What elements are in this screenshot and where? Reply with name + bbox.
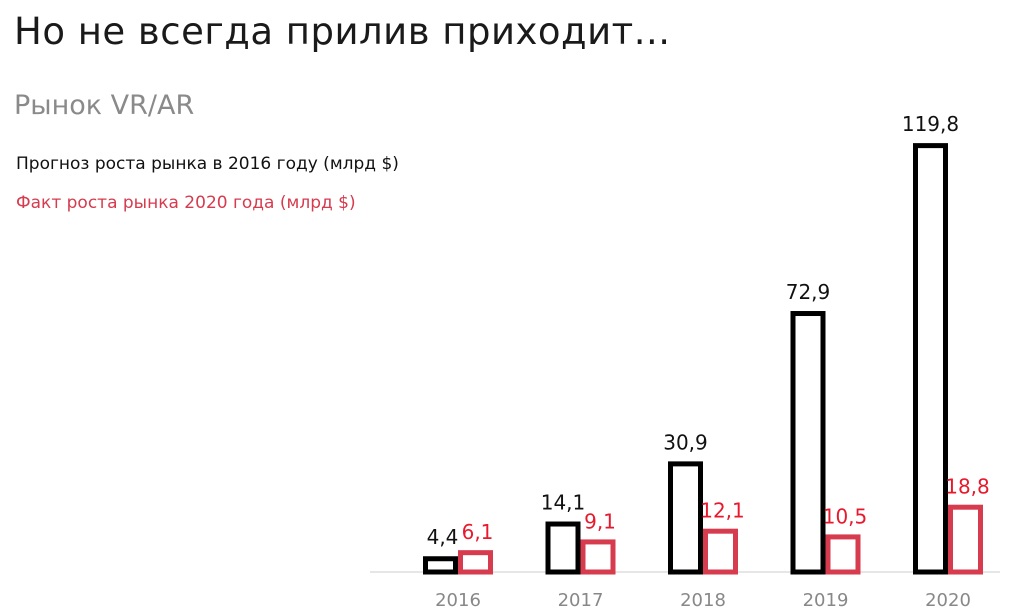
forecast-value-label: 30,9 xyxy=(663,430,708,454)
legend-actual: Факт роста рынка 2020 года (млрд $) xyxy=(16,193,356,213)
actual-label-background xyxy=(950,464,1005,503)
actual-label-background xyxy=(705,488,760,527)
actual-value-label: 10,5 xyxy=(823,504,868,528)
legend-forecast: Прогноз роста рынка в 2016 году (млрд $) xyxy=(16,154,399,174)
actual-label-background xyxy=(827,494,883,533)
actual-value-label: 12,1 xyxy=(700,499,745,523)
chart-subtitle: Рынок VR/AR xyxy=(14,90,195,121)
forecast-bar xyxy=(545,521,581,575)
actual-bar xyxy=(948,504,983,575)
x-tick-label: 2016 xyxy=(435,590,481,611)
forecast-bar xyxy=(423,556,458,575)
forecast-value-label: 4,4 xyxy=(427,525,459,549)
actual-value-label: 18,8 xyxy=(945,475,990,499)
x-tick-label: 2019 xyxy=(803,590,849,611)
actual-value-label: 9,1 xyxy=(584,509,616,533)
actual-bar xyxy=(458,550,493,575)
actual-value-label: 6,1 xyxy=(462,520,494,544)
x-tick-label: 2017 xyxy=(558,590,604,611)
actual-bar xyxy=(580,539,616,575)
x-tick-label: 2020 xyxy=(925,590,971,611)
forecast-value-label: 14,1 xyxy=(541,491,586,515)
actual-label-background xyxy=(582,499,638,538)
forecast-bar xyxy=(668,461,703,575)
x-tick-label: 2018 xyxy=(680,590,726,611)
actual-label-background xyxy=(460,510,515,549)
forecast-value-label: 72,9 xyxy=(786,280,831,304)
forecast-bar xyxy=(913,143,948,575)
actual-bar xyxy=(703,528,738,575)
forecast-bar xyxy=(790,311,826,575)
page-title: Но не всегда прилив приходит... xyxy=(14,10,671,53)
actual-bar xyxy=(825,534,861,575)
forecast-value-label: 119,8 xyxy=(902,112,959,136)
